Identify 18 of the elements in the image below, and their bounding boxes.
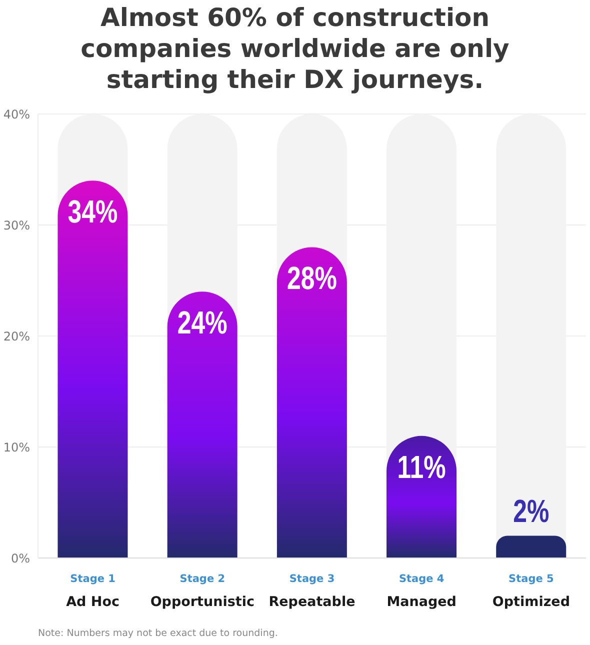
text: Note: Numbers may not be exact due to rounding. bbox=[38, 628, 279, 639]
data-label: 28% bbox=[286, 261, 337, 298]
bar bbox=[496, 536, 566, 558]
y-tick-label: 10% bbox=[3, 440, 30, 454]
y-tick-label: 0% bbox=[10, 551, 30, 566]
x-tick-label: Stage 1 Ad Hoc bbox=[66, 573, 120, 610]
data-label: 2% bbox=[513, 494, 550, 530]
x-tick-label: Stage 3 Repeatable bbox=[268, 573, 356, 610]
x-tick-label: Stage 4 Managed bbox=[386, 573, 456, 610]
y-tick-label: 30% bbox=[3, 218, 30, 232]
y-tick-label: 20% bbox=[3, 329, 30, 344]
data-label: 24% bbox=[177, 306, 228, 342]
data-label: 11% bbox=[397, 450, 446, 486]
data-label: 34% bbox=[68, 194, 118, 230]
x-tick-label: Stage 5 Optimized bbox=[492, 573, 570, 610]
x-tick-label: Stage 2 Opportunistic bbox=[150, 573, 254, 610]
y-tick-label: 40% bbox=[3, 107, 30, 122]
chart-title: Almost 60% of construction companies worldwide are only starting their DX journeys. bbox=[80, 2, 510, 96]
